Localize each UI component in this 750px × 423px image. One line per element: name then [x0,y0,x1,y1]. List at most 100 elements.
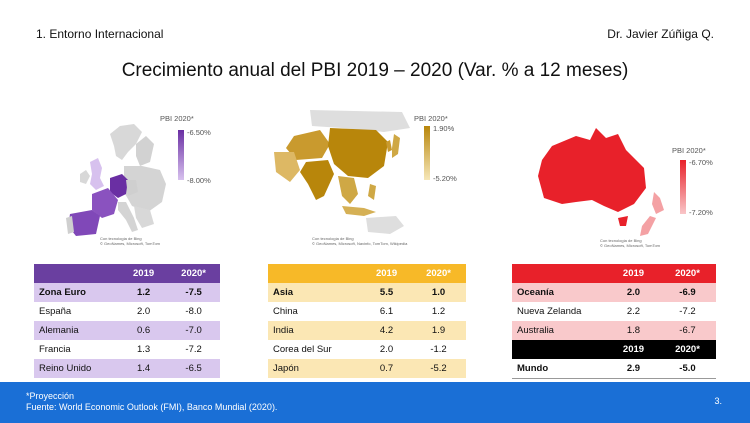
india-shape [300,160,334,200]
table-row: Japón 0.7 -5.2 [268,359,466,378]
row-2020: -5.2 [430,363,447,374]
central-shape [126,180,138,196]
row-name: India [273,325,294,336]
row-2019: 1.8 [626,325,641,336]
section-label: 1. Entorno Internacional [36,27,164,41]
row-2019: 2.2 [626,306,641,317]
table-row: Reino Unido 1.4 -6.5 [34,359,220,378]
row-name: Japón [273,363,299,374]
balkans-shape [134,206,154,228]
asia-legend-min: -5.20% [433,174,457,183]
table-row: Mundo 2.9 -5.0 [512,359,716,378]
oceania-table-header: 2019 2020* [512,264,716,283]
row-name: Corea del Sur [273,344,332,355]
row-2020: -6.5 [185,363,202,374]
row-name: Nueva Zelanda [517,306,582,317]
table-row: China 6.1 1.2 [268,302,466,321]
europe-table-header: 2019 2020* [34,264,220,283]
asia-table-header: 2019 2020* [268,264,466,283]
oceania-table: 2019 2020* Oceanía 2.0 -6.9 Nueva Zeland… [512,264,716,340]
oceania-credit-line-1: Con tecnología de Bing [600,238,642,243]
philippines-shape [368,184,376,200]
row-2019: 4.2 [379,325,394,336]
asia-legend-max: 1.90% [433,124,455,133]
europe-col-2019: 2019 [133,268,155,279]
tasmania-shape [618,216,628,226]
row-2020: -7.2 [679,306,696,317]
world-col-2019: 2019 [622,344,645,355]
indonesia-shape [342,206,376,216]
asia-credit-line-2: © GeoNames, Microsoft, Navinfo, TomTom, … [312,241,408,246]
row-2019: 2.0 [626,287,641,298]
row-2019: 1.4 [136,363,151,374]
row-name: Australia [517,325,554,336]
table-row: Nueva Zelanda 2.2 -7.2 [512,302,716,321]
russia-shape [310,110,410,132]
oceania-legend-max: -6.70% [689,158,713,167]
middle-east-shape [274,152,300,182]
row-2020: -6.7 [679,325,696,336]
table-row: España 2.0 -8.0 [34,302,220,321]
asia-header-blank [268,264,362,283]
eastern-europe-shape [124,166,166,212]
row-name: Reino Unido [39,363,92,374]
korea-shape [386,140,392,152]
page-number: 3. [714,396,722,406]
uk-shape [90,158,104,190]
row-name: Francia [39,344,71,355]
europe-legend-min: -8.00% [187,176,211,185]
row-2020: 1.0 [431,287,446,298]
footer-note-source: Fuente: World Economic Outlook (FMI), Ba… [26,402,278,412]
row-2020: -6.9 [679,287,696,298]
table-row: Australia 1.8 -6.7 [512,321,716,340]
europe-table: 2019 2020* Zona Euro 1.2 -7.5 España 2.0… [34,264,220,378]
table-row: Asia 5.5 1.0 [268,283,466,302]
row-2020: -7.0 [185,325,202,336]
asia-col-2019: 2019 [375,268,398,279]
row-2019: 2.0 [379,344,394,355]
europe-map [62,122,172,240]
row-2020: -7.2 [185,344,202,355]
europe-credit: Con tecnología de Bing © GeoNames, Micro… [100,236,160,246]
ireland-shape [80,170,90,184]
row-name: China [273,306,298,317]
table-row: Alemania 0.6 -7.0 [34,321,220,340]
world-col-2020: 2020* [675,344,700,355]
table-row: Zona Euro 1.2 -7.5 [34,283,220,302]
footer-bar: *Proyección Fuente: World Economic Outlo… [0,382,750,423]
row-name: Mundo [517,362,549,374]
row-2019: 1.2 [136,287,151,298]
europe-header-blank [34,264,120,283]
oceania-legend-bar [680,160,686,214]
row-name: Oceanía [517,287,554,298]
row-2020: -5.0 [679,362,696,374]
central-asia-shape [286,130,330,160]
finland-shape [136,136,154,166]
asia-table: 2019 2020* Asia 5.5 1.0 China 6.1 1.2 In… [268,264,466,378]
oceania-legend-min: -7.20% [689,208,713,217]
asia-col-2020: 2020* [426,268,451,279]
germany-shape [110,174,128,198]
table-row: Corea del Sur 2.0 -1.2 [268,340,466,359]
table-row: Oceanía 2.0 -6.9 [512,283,716,302]
world-header-blank [512,340,608,359]
europe-legend-max: -6.50% [187,128,211,137]
portugal-shape [66,216,74,234]
asia-map [272,108,414,234]
row-2019: 5.5 [379,287,394,298]
europe-legend-bar [178,130,184,180]
new-zealand-south-shape [640,216,656,236]
oceania-credit-line-2: © GeoNames, Microsoft, TomTom [600,243,660,248]
italy-shape [118,202,138,232]
row-2020: 1.9 [431,325,446,336]
australia-shape [538,128,646,212]
oceania-credit: Con tecnología de Bing © GeoNames, Micro… [600,238,660,248]
row-2020: -7.5 [185,287,202,298]
europe-credit-line-1: Con tecnología de Bing [100,236,142,241]
spain-shape [68,210,100,236]
japan-shape [392,134,400,158]
row-name: Alemania [39,325,79,336]
row-2020: -8.0 [185,306,202,317]
asia-legend-title: PBI 2020* [414,114,448,123]
row-2019: 0.6 [136,325,151,336]
